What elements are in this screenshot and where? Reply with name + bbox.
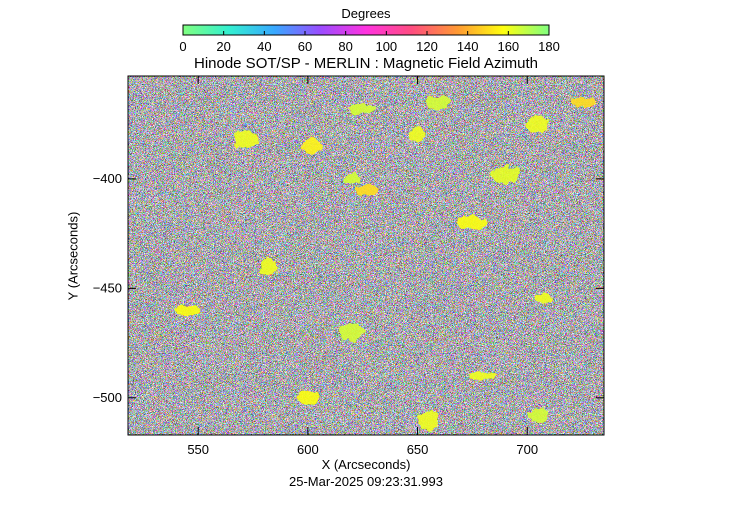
bright-patch xyxy=(426,95,453,110)
y-tick-label: −450 xyxy=(93,280,122,295)
colorbar-tick-label: 120 xyxy=(416,39,438,54)
plot-title: Hinode SOT/SP - MERLIN : Magnetic Field … xyxy=(193,55,539,72)
bright-patch xyxy=(569,97,596,108)
colorbar-tick-label: 80 xyxy=(338,39,352,54)
x-axis-label: X (Arcseconds) xyxy=(321,457,411,472)
colorbar-tick-label: 160 xyxy=(497,39,519,54)
x-tick-label: 550 xyxy=(187,442,209,457)
bright-patches xyxy=(174,95,596,429)
bright-patch xyxy=(259,257,278,276)
colorbar-tick-label: 0 xyxy=(179,39,186,54)
bright-patch xyxy=(490,165,521,184)
bright-patch xyxy=(356,184,379,195)
x-tick-label: 600 xyxy=(297,442,319,457)
bright-patch xyxy=(408,128,427,143)
colorbar-title: Degrees xyxy=(341,6,391,21)
azimuth-map xyxy=(128,76,604,435)
colorbar-tick-label: 140 xyxy=(457,39,479,54)
bright-patch xyxy=(529,408,548,423)
x-ticks: 550 600 650 700 xyxy=(187,76,538,457)
bright-patch xyxy=(296,390,319,405)
bright-patch xyxy=(457,215,488,230)
colorbar-ticks: 0 20 40 60 80 100 120 140 160 180 xyxy=(179,31,560,54)
colorbar-tick-label: 60 xyxy=(298,39,312,54)
azimuth-noise-field xyxy=(128,76,604,435)
y-ticks: −400 −450 −500 xyxy=(93,171,604,405)
bright-patch xyxy=(417,410,440,429)
bright-patch xyxy=(233,130,260,149)
bright-patch xyxy=(527,115,550,134)
y-tick-label: −500 xyxy=(93,390,122,405)
bright-patch xyxy=(535,294,554,305)
plot-frame xyxy=(127,75,605,436)
bright-patch xyxy=(301,139,324,154)
bright-patch xyxy=(174,305,201,316)
colorbar-tick-label: 100 xyxy=(375,39,397,54)
colorbar-tick-label: 180 xyxy=(538,39,560,54)
timestamp: 25-Mar-2025 09:23:31.993 xyxy=(289,474,443,489)
colorbar-tick-label: 40 xyxy=(257,39,271,54)
y-tick-label: −400 xyxy=(93,171,122,186)
bright-patch xyxy=(347,103,378,114)
colorbar xyxy=(182,24,550,36)
bright-patch xyxy=(468,370,499,381)
x-tick-label: 700 xyxy=(516,442,538,457)
bright-patch xyxy=(342,173,361,184)
x-tick-label: 650 xyxy=(407,442,429,457)
bright-patch xyxy=(338,323,365,342)
colorbar-tick-label: 20 xyxy=(216,39,230,54)
